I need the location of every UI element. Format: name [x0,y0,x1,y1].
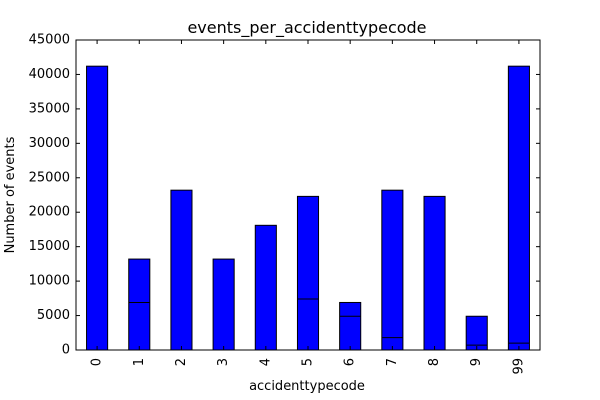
x-tick-label-4: 4 [258,358,273,366]
bar-1 [128,258,151,351]
y-tick-label-25000: 25000 [29,170,70,185]
y-tick-label-15000: 15000 [29,239,70,254]
bar-99 [507,65,530,351]
x-tick-label-3: 3 [216,358,231,366]
x-tick-label-9: 9 [469,358,484,366]
x-tick-label-99: 99 [511,358,526,375]
x-tick-label-1: 1 [132,358,147,366]
bar-3 [212,258,235,351]
x-tick-label-5: 5 [301,358,316,366]
x-axis-title: accidenttypecode [249,379,365,394]
bars-group [86,65,530,351]
bar-7 [381,189,404,351]
y-tick-label-35000: 35000 [29,101,70,116]
y-tick-label-45000: 45000 [29,33,70,48]
y-tick-label-40000: 40000 [29,67,70,82]
x-tick-label-6: 6 [343,358,358,366]
y-tick-label-0: 0 [62,343,70,358]
y-axis: 0 5000 10000 15000 20000 25000 30000 35000 40000… [29,33,540,358]
x-tick-label-0: 0 [90,358,105,366]
bar-2 [170,189,193,351]
chart-title: events_per_accidenttypecode [187,18,426,38]
bar-5 [296,195,320,351]
x-tick-label-7: 7 [385,358,400,366]
y-axis-title: Number of events [3,136,18,253]
y-tick-label-20000: 20000 [29,205,70,220]
x-tick-label-2: 2 [174,358,189,366]
bar-6 [339,301,362,351]
y-tick-label-30000: 30000 [29,136,70,151]
x-axis: 0 1 2 3 4 5 6 7 8 9 99 [90,40,526,375]
bar-4 [254,224,277,351]
x-tick-label-8: 8 [427,358,442,366]
bar-0 [86,65,109,351]
y-tick-label-5000: 5000 [37,308,70,323]
y-tick-label-10000: 10000 [29,274,70,289]
bar-8 [423,195,446,351]
